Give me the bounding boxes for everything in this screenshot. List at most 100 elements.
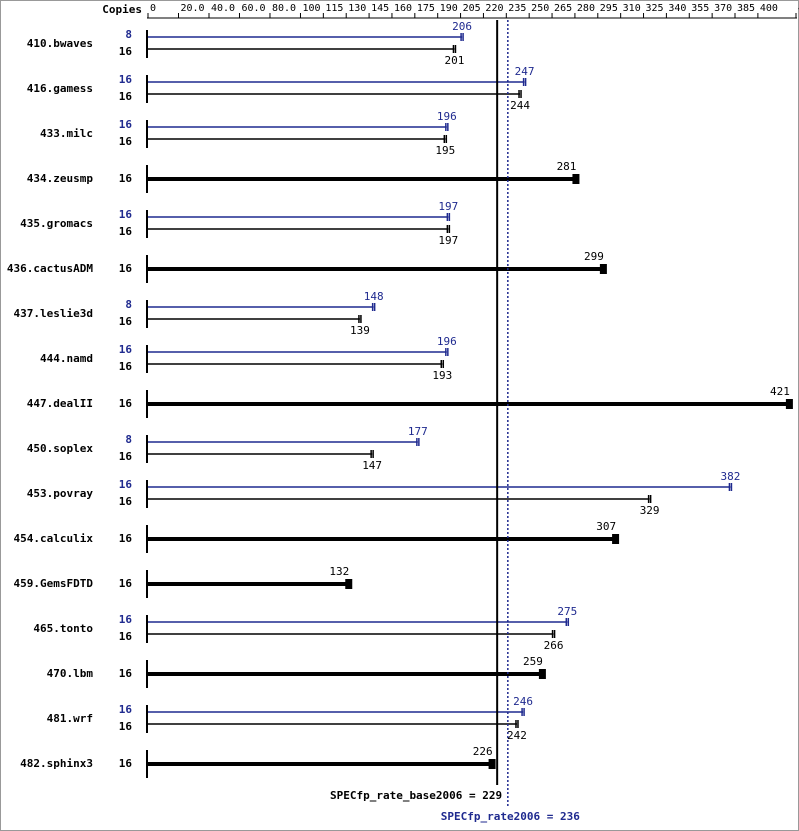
benchmark-label: 444.namd [40, 352, 93, 365]
peak-bar [148, 708, 525, 716]
copies-label: 16 [119, 360, 133, 373]
x-tick-label: 295 [600, 3, 618, 14]
x-tick-label: 0 [150, 3, 156, 14]
benchmark-label: 434.zeusmp [27, 172, 94, 185]
base-bar [148, 90, 522, 98]
benchmark-label: 482.sphinx3 [20, 757, 93, 770]
value-label: 195 [435, 144, 455, 157]
x-tick-label: 340 [668, 3, 686, 14]
value-label: 281 [557, 160, 577, 173]
value-label: 132 [329, 565, 349, 578]
peak-bar [148, 618, 570, 626]
x-tick-label: 280 [577, 3, 595, 14]
x-tick-label: 40.0 [211, 3, 235, 14]
base-bar [148, 360, 445, 368]
copies-label: 16 [119, 532, 133, 545]
copies-label: 16 [119, 118, 133, 131]
copies-label: 16 [119, 135, 133, 148]
x-tick-label: 145 [371, 3, 389, 14]
base-bar [148, 450, 374, 458]
benchmark-label: 481.wrf [47, 712, 93, 725]
value-label: 246 [513, 695, 533, 708]
value-label: 148 [364, 290, 384, 303]
benchmark-label: 436.cactusADM [7, 262, 93, 275]
x-tick-label: 265 [554, 3, 572, 14]
copies-label: 8 [125, 298, 132, 311]
x-tick-label: 400 [760, 3, 778, 14]
base-bar [148, 534, 620, 544]
copies-label: 16 [119, 172, 133, 185]
value-label: 147 [362, 459, 382, 472]
base-bar [148, 45, 457, 53]
benchmark-label: 416.gamess [27, 82, 93, 95]
value-label: 193 [432, 369, 452, 382]
copies-label: 16 [119, 577, 133, 590]
value-label: 177 [408, 425, 428, 438]
x-tick-label: 100 [302, 3, 320, 14]
base-bar [148, 669, 546, 679]
peak-bar [148, 123, 449, 131]
copies-label: 16 [119, 478, 133, 491]
x-tick-label: 385 [737, 3, 755, 14]
value-label: 259 [523, 655, 543, 668]
peak-bar [148, 483, 733, 491]
copies-label: 16 [119, 450, 133, 463]
value-label: 382 [721, 470, 741, 483]
benchmark-label: 459.GemsFDTD [14, 577, 94, 590]
peak-bar [148, 213, 451, 221]
peak-bar [148, 33, 464, 41]
copies-label: 16 [119, 397, 133, 410]
base-bar [148, 135, 448, 143]
benchmark-label: 453.povray [27, 487, 94, 500]
copies-label: 16 [119, 667, 133, 680]
base-bar [148, 399, 793, 409]
x-tick-label: 235 [508, 3, 526, 14]
x-tick-label: 310 [623, 3, 641, 14]
base-bar [148, 225, 451, 233]
value-label: 329 [640, 504, 660, 517]
copies-label: 16 [119, 757, 133, 770]
x-tick-label: 325 [646, 3, 664, 14]
x-tick-label: 250 [531, 3, 549, 14]
value-label: 244 [510, 99, 530, 112]
copies-label: 16 [119, 613, 133, 626]
benchmark-label: 465.tonto [33, 622, 93, 635]
copies-label: 16 [119, 343, 133, 356]
benchmark-label: 410.bwaves [27, 37, 93, 50]
x-tick-label: 130 [348, 3, 366, 14]
benchmark-label: 437.leslie3d [14, 307, 93, 320]
value-label: 247 [515, 65, 535, 78]
value-label: 421 [770, 385, 790, 398]
base-bar [148, 579, 353, 589]
value-label: 197 [438, 200, 458, 213]
x-tick-label: 220 [485, 3, 503, 14]
value-label: 206 [452, 20, 472, 33]
base-bar [148, 174, 580, 184]
copies-header: Copies [102, 3, 142, 16]
benchmark-label: 433.milc [40, 127, 93, 140]
base-bar [148, 495, 652, 503]
x-tick-label: 355 [691, 3, 709, 14]
copies-label: 16 [119, 720, 133, 733]
value-label: 139 [350, 324, 370, 337]
copies-label: 8 [125, 433, 132, 446]
copies-label: 16 [119, 90, 133, 103]
copies-label: 16 [119, 630, 133, 643]
copies-label: 16 [119, 225, 133, 238]
copies-label: 8 [125, 28, 132, 41]
benchmark-label: 447.dealII [27, 397, 93, 410]
benchmark-label: 470.lbm [47, 667, 94, 680]
benchmark-label: 454.calculix [14, 532, 94, 545]
copies-label: 16 [119, 703, 133, 716]
copies-label: 16 [119, 262, 133, 275]
value-label: 226 [473, 745, 493, 758]
peak-bar [148, 438, 420, 446]
x-tick-label: 190 [440, 3, 458, 14]
value-label: 196 [437, 335, 457, 348]
value-label: 299 [584, 250, 604, 263]
peak-bar [148, 78, 527, 86]
value-label: 275 [557, 605, 577, 618]
copies-label: 16 [119, 495, 133, 508]
peak-bar [148, 303, 376, 311]
